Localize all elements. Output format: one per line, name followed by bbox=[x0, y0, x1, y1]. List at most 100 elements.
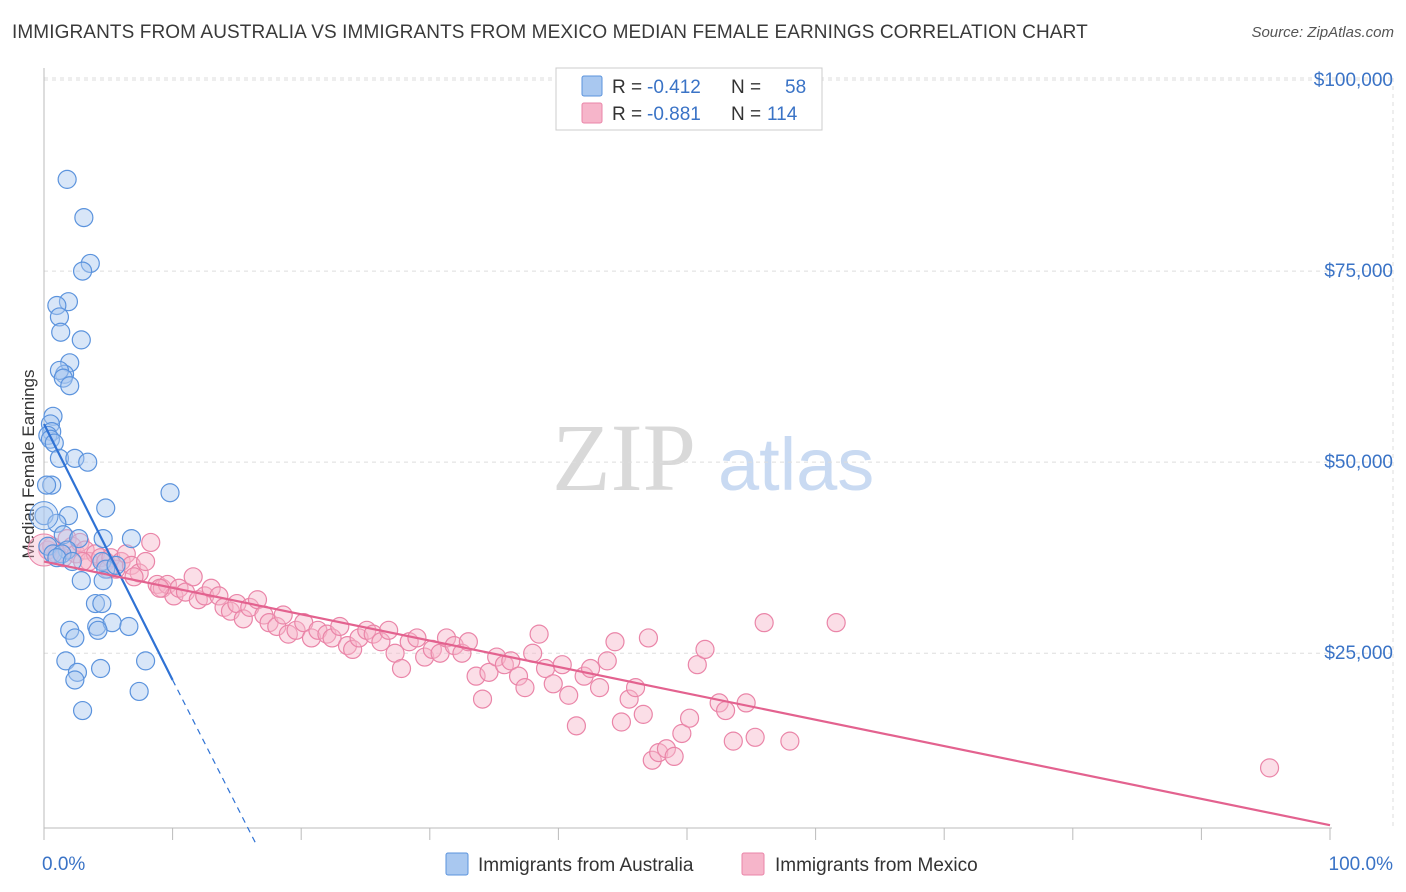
australia-point bbox=[57, 540, 77, 560]
australia-point bbox=[53, 525, 73, 545]
legend-r-label-mexico: R = bbox=[612, 104, 642, 125]
australia-points bbox=[29, 169, 180, 721]
mexico-point bbox=[664, 746, 684, 767]
mexico-point bbox=[619, 689, 639, 709]
axes bbox=[43, 68, 1332, 840]
australia-point bbox=[53, 368, 73, 388]
australia-point bbox=[58, 292, 79, 312]
mexico-point bbox=[135, 551, 156, 572]
mexico-point bbox=[543, 674, 563, 694]
australia-point bbox=[92, 593, 112, 614]
mexico-point bbox=[472, 689, 493, 709]
australia-point bbox=[47, 295, 67, 316]
y-tick-label: $75,000 bbox=[1324, 261, 1393, 282]
mexico-point bbox=[679, 708, 700, 728]
legend-swatch-australia bbox=[581, 75, 603, 97]
australia-trend-line bbox=[43, 423, 174, 681]
mexico-point bbox=[715, 700, 736, 721]
mexico-point bbox=[589, 678, 610, 698]
australia-point bbox=[85, 593, 106, 614]
mexico-trend-line bbox=[43, 560, 1331, 827]
legend-r-value-australia: -0.412 bbox=[647, 77, 701, 98]
series-swatch-mexico bbox=[741, 852, 765, 876]
mexico-point bbox=[780, 731, 800, 751]
australia-point bbox=[129, 681, 149, 702]
y-tick-label: $100,000 bbox=[1314, 70, 1393, 91]
y-tick-labels: $25,000 $50,000 $75,000 $100,000 bbox=[1314, 70, 1393, 664]
australia-point bbox=[71, 571, 91, 591]
australia-point bbox=[57, 169, 77, 189]
australia-point bbox=[135, 651, 156, 671]
mexico-point bbox=[611, 712, 632, 732]
australia-point bbox=[47, 513, 67, 533]
australia-point bbox=[72, 261, 93, 281]
mexico-point bbox=[826, 613, 846, 633]
australia-point bbox=[58, 506, 79, 526]
mexico-point bbox=[371, 632, 391, 652]
australia-point bbox=[160, 483, 180, 503]
mexico-point bbox=[638, 628, 659, 648]
australia-point bbox=[71, 330, 91, 350]
mexico-point bbox=[559, 685, 579, 705]
mexico-point bbox=[286, 620, 306, 640]
australia-point bbox=[36, 475, 57, 495]
mexico-point bbox=[201, 578, 221, 598]
series-label-australia: Immigrants from Australia bbox=[478, 855, 694, 876]
australia-point bbox=[78, 452, 98, 472]
x-tick-labels: 0.0% 100.0% bbox=[42, 854, 1393, 875]
mexico-point bbox=[466, 666, 486, 686]
x-tick-label-max: 100.0% bbox=[1329, 854, 1394, 875]
mexico-point bbox=[508, 666, 529, 686]
australia-point bbox=[93, 528, 113, 549]
australia-point bbox=[69, 528, 89, 549]
mexico-points bbox=[27, 528, 1280, 778]
mexico-point bbox=[529, 624, 549, 644]
australia-point bbox=[119, 616, 139, 637]
australia-point bbox=[121, 528, 142, 549]
australia-point bbox=[52, 544, 72, 564]
mexico-point bbox=[391, 658, 412, 679]
mexico-point bbox=[566, 716, 587, 736]
mexico-point bbox=[745, 727, 765, 747]
mexico-point bbox=[337, 635, 358, 656]
source-label: Source: ZipAtlas.com bbox=[1251, 24, 1394, 41]
mexico-point bbox=[141, 532, 161, 553]
mexico-point bbox=[672, 723, 692, 744]
y-axis-label: Median Female Earnings bbox=[19, 370, 38, 559]
australia-point bbox=[72, 700, 93, 721]
mexico-point bbox=[736, 693, 756, 713]
mexico-point bbox=[349, 628, 369, 648]
stats-legend: R = -0.412 N = 58 R = -0.881 N = 114 bbox=[555, 67, 823, 131]
legend-n-label-australia: N = bbox=[731, 77, 761, 98]
australia-point bbox=[60, 376, 80, 396]
series-label-mexico: Immigrants from Mexico bbox=[775, 855, 978, 876]
watermark-zip: ZIP bbox=[552, 404, 696, 511]
mexico-point bbox=[479, 662, 499, 682]
mexico-point bbox=[415, 647, 435, 667]
x-tick-label-min: 0.0% bbox=[42, 854, 85, 875]
mexico-point bbox=[267, 616, 287, 637]
y-tick-label: $25,000 bbox=[1324, 643, 1393, 664]
legend-n-value-mexico: 114 bbox=[767, 104, 798, 125]
legend-swatch-mexico bbox=[581, 102, 603, 124]
mexico-point bbox=[121, 555, 142, 575]
mexico-point bbox=[754, 613, 774, 633]
australia-point bbox=[67, 662, 88, 682]
australia-point bbox=[90, 658, 111, 679]
mexico-point bbox=[301, 628, 322, 648]
chart-title: IMMIGRANTS FROM AUSTRALIA VS IMMIGRANTS … bbox=[12, 22, 1088, 43]
mexico-point bbox=[605, 632, 625, 652]
mexico-point bbox=[458, 632, 478, 652]
australia-point bbox=[65, 628, 85, 648]
legend-r-label-australia: R = bbox=[612, 77, 642, 98]
australia-point bbox=[56, 651, 76, 671]
australia-point bbox=[74, 207, 94, 228]
australia-point bbox=[93, 571, 113, 591]
mexico-point bbox=[343, 639, 363, 660]
mexico-point bbox=[183, 567, 203, 587]
mexico-point bbox=[552, 655, 572, 675]
mexico-point bbox=[233, 609, 253, 629]
australia-point bbox=[88, 620, 108, 640]
legend-r-value-mexico: -0.881 bbox=[647, 104, 701, 125]
